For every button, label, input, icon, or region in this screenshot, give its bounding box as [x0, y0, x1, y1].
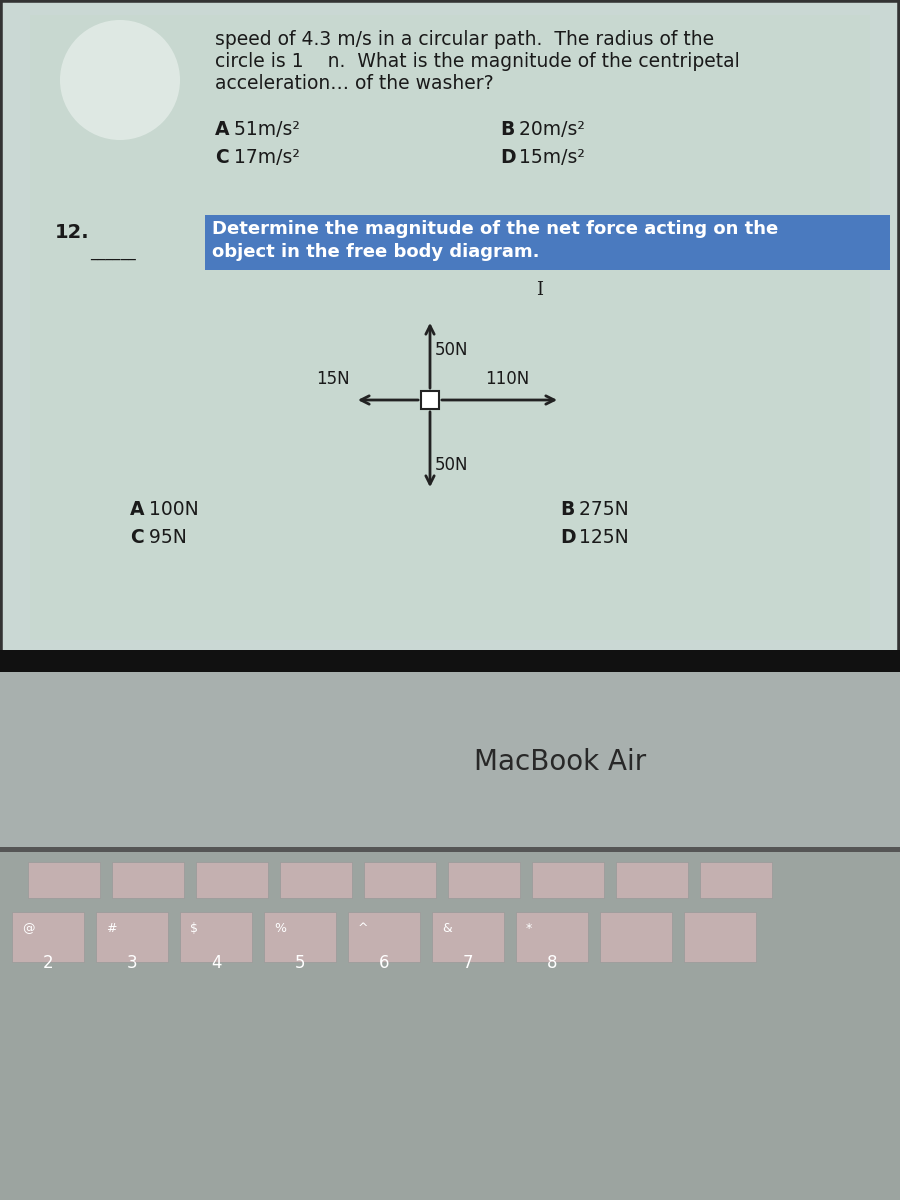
- Text: 2: 2: [42, 954, 53, 972]
- Bar: [0, 0, 900, 655]
- Bar: [280, 862, 352, 898]
- Text: B: B: [560, 500, 574, 518]
- Text: speed of 4.3 m/s in a circular path.  The radius of the: speed of 4.3 m/s in a circular path. The…: [215, 30, 714, 49]
- Text: 20m/s²: 20m/s²: [513, 120, 585, 139]
- Text: 12.: 12.: [55, 223, 90, 242]
- Bar: [421, 391, 439, 409]
- Text: %: %: [274, 922, 286, 935]
- Text: ______: ______: [90, 245, 136, 260]
- Bar: [448, 862, 520, 898]
- Text: C: C: [215, 148, 229, 167]
- Bar: [180, 912, 252, 962]
- Text: $: $: [190, 922, 198, 935]
- Text: I: I: [536, 281, 544, 299]
- Bar: [0, 650, 900, 672]
- Text: 51m/s²: 51m/s²: [228, 120, 300, 139]
- Text: D: D: [560, 528, 576, 547]
- Bar: [348, 912, 420, 962]
- Text: @: @: [22, 922, 34, 935]
- Text: Determine the magnitude of the net force acting on the: Determine the magnitude of the net force…: [212, 220, 778, 238]
- Bar: [28, 862, 100, 898]
- Text: 4: 4: [211, 954, 221, 972]
- Bar: [432, 912, 504, 962]
- Text: 7: 7: [463, 954, 473, 972]
- Text: 15N: 15N: [317, 370, 350, 388]
- Text: &: &: [442, 922, 452, 935]
- Bar: [532, 862, 604, 898]
- Text: 275N: 275N: [573, 500, 629, 518]
- Bar: [96, 912, 168, 962]
- Text: 3: 3: [127, 954, 138, 972]
- Text: ^: ^: [358, 922, 368, 935]
- Text: 17m/s²: 17m/s²: [228, 148, 300, 167]
- Bar: [205, 215, 890, 270]
- Bar: [700, 862, 772, 898]
- Text: 6: 6: [379, 954, 389, 972]
- Text: D: D: [500, 148, 516, 167]
- Bar: [0, 852, 900, 1200]
- Text: A: A: [130, 500, 145, 518]
- Text: acceleration… of the washer?: acceleration… of the washer?: [215, 74, 493, 92]
- Text: 100N: 100N: [143, 500, 199, 518]
- Text: MacBook Air: MacBook Air: [474, 748, 646, 776]
- Text: *: *: [526, 922, 532, 935]
- Bar: [600, 912, 672, 962]
- Bar: [0, 672, 900, 847]
- Text: C: C: [130, 528, 144, 547]
- Text: A: A: [215, 120, 230, 139]
- Text: 8: 8: [547, 954, 557, 972]
- Bar: [12, 912, 84, 962]
- Text: #: #: [106, 922, 116, 935]
- Bar: [516, 912, 588, 962]
- Text: 110N: 110N: [485, 370, 529, 388]
- Ellipse shape: [60, 20, 180, 140]
- Text: 5: 5: [295, 954, 305, 972]
- Bar: [30, 14, 870, 640]
- Text: 95N: 95N: [143, 528, 187, 547]
- Text: 125N: 125N: [573, 528, 629, 547]
- Bar: [0, 847, 900, 852]
- Text: circle is 1    n.  What is the magnitude of the centripetal: circle is 1 n. What is the magnitude of …: [215, 52, 740, 71]
- Bar: [264, 912, 336, 962]
- Bar: [112, 862, 184, 898]
- Bar: [684, 912, 756, 962]
- Bar: [0, 0, 900, 660]
- Bar: [364, 862, 436, 898]
- Text: B: B: [500, 120, 515, 139]
- Text: 15m/s²: 15m/s²: [513, 148, 585, 167]
- Text: 50N: 50N: [435, 456, 469, 474]
- Bar: [196, 862, 268, 898]
- Text: 50N: 50N: [435, 341, 469, 359]
- Text: object in the free body diagram.: object in the free body diagram.: [212, 242, 539, 260]
- Bar: [616, 862, 688, 898]
